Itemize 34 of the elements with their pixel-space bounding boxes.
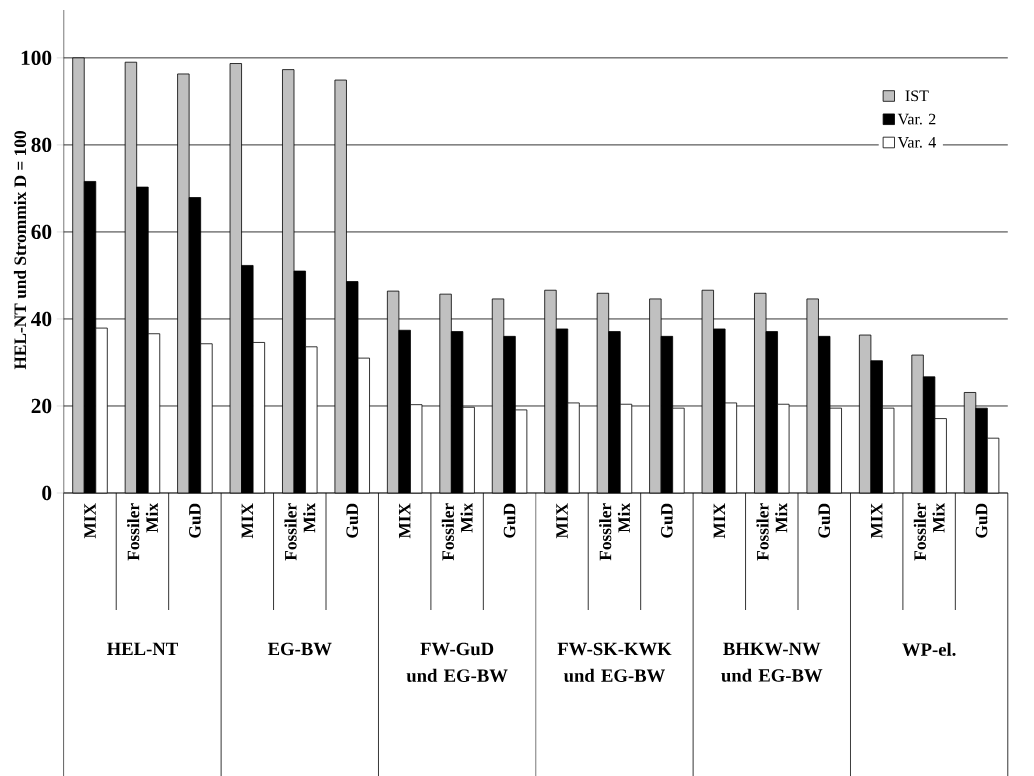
x-tick-label: GuD (503, 503, 516, 538)
x-tick-label: Fossiler Mix (913, 503, 945, 561)
text: FW-GuD und EG-BW (406, 642, 508, 683)
x-tick-label: MIX (398, 503, 411, 539)
y-tick-label: 80 (31, 137, 52, 153)
y-tick-label: 20 (31, 398, 52, 414)
y-tick-label: 60 (31, 224, 52, 240)
x-tick-label: MIX (556, 503, 568, 539)
text: EG-BW (267, 642, 332, 656)
text: WP-el. (902, 642, 956, 656)
y-tick-label: 40 (31, 311, 52, 327)
x-tick-label: GuD (818, 503, 831, 538)
x-tick-label: GuD (661, 503, 673, 538)
text: FW-SK-KWK und EG-BW (557, 642, 672, 683)
x-tick-label: MIX (713, 503, 726, 539)
x-tick-label: GuD (975, 503, 988, 538)
legend-label: Var. 2 (897, 113, 936, 125)
text: BHKW-NW und EG-BW (721, 642, 823, 682)
y-tick-label: 0 (42, 485, 52, 501)
text: HEL-NT (106, 642, 178, 655)
legend-label: IST (905, 90, 929, 102)
x-tick-label: GuD (189, 503, 201, 538)
x-tick-label: GuD (346, 503, 359, 538)
legend-label: Var. 4 (897, 136, 936, 148)
x-tick-label: MIX (84, 503, 96, 539)
x-tick-label: MIX (241, 503, 254, 539)
y-tick-label: 100 (21, 50, 52, 66)
x-tick-label: Fossiler Mix (127, 503, 158, 561)
x-tick-label: MIX (870, 503, 883, 539)
x-tick-label: Fossiler Mix (599, 503, 630, 561)
x-tick-label: Fossiler Mix (756, 503, 788, 561)
x-tick-label: Fossiler Mix (441, 503, 473, 561)
y-axis-title: HEL-NT und Strommix D = 100 (13, 131, 27, 370)
x-tick-label: Fossiler Mix (284, 503, 316, 561)
